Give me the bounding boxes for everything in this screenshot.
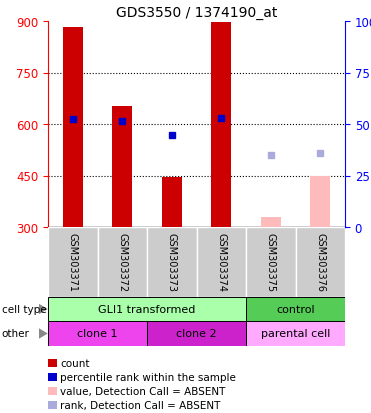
- Bar: [311, 177, 330, 228]
- Bar: [261, 217, 280, 228]
- Bar: [295, 228, 345, 297]
- Text: GSM303374: GSM303374: [216, 233, 226, 292]
- Bar: [246, 228, 295, 297]
- Text: rank, Detection Call = ABSENT: rank, Detection Call = ABSENT: [60, 400, 220, 410]
- Bar: [162, 177, 182, 228]
- Text: cell type: cell type: [2, 304, 46, 314]
- Text: value, Detection Call = ABSENT: value, Detection Call = ABSENT: [60, 386, 225, 396]
- Title: GDS3550 / 1374190_at: GDS3550 / 1374190_at: [116, 5, 277, 19]
- Bar: [48, 321, 147, 346]
- Bar: [211, 23, 231, 228]
- Bar: [147, 321, 246, 346]
- Text: GSM303376: GSM303376: [315, 233, 325, 292]
- Text: clone 2: clone 2: [176, 329, 217, 339]
- Bar: [246, 297, 345, 321]
- Text: GSM303375: GSM303375: [266, 233, 276, 292]
- Text: other: other: [2, 329, 30, 339]
- Text: parental cell: parental cell: [261, 329, 330, 339]
- Text: percentile rank within the sample: percentile rank within the sample: [60, 372, 236, 382]
- Text: GSM303372: GSM303372: [117, 233, 127, 292]
- Bar: [246, 321, 345, 346]
- Bar: [112, 107, 132, 228]
- Bar: [98, 228, 147, 297]
- Bar: [147, 228, 197, 297]
- Text: count: count: [60, 358, 89, 368]
- Text: GSM303373: GSM303373: [167, 233, 177, 292]
- Bar: [63, 28, 83, 228]
- Bar: [48, 228, 98, 297]
- Text: clone 1: clone 1: [77, 329, 118, 339]
- Polygon shape: [39, 328, 48, 339]
- Text: GSM303371: GSM303371: [68, 233, 78, 292]
- Text: control: control: [276, 304, 315, 314]
- Text: GLI1 transformed: GLI1 transformed: [98, 304, 196, 314]
- Bar: [48, 297, 246, 321]
- Bar: [197, 228, 246, 297]
- Polygon shape: [39, 304, 48, 314]
